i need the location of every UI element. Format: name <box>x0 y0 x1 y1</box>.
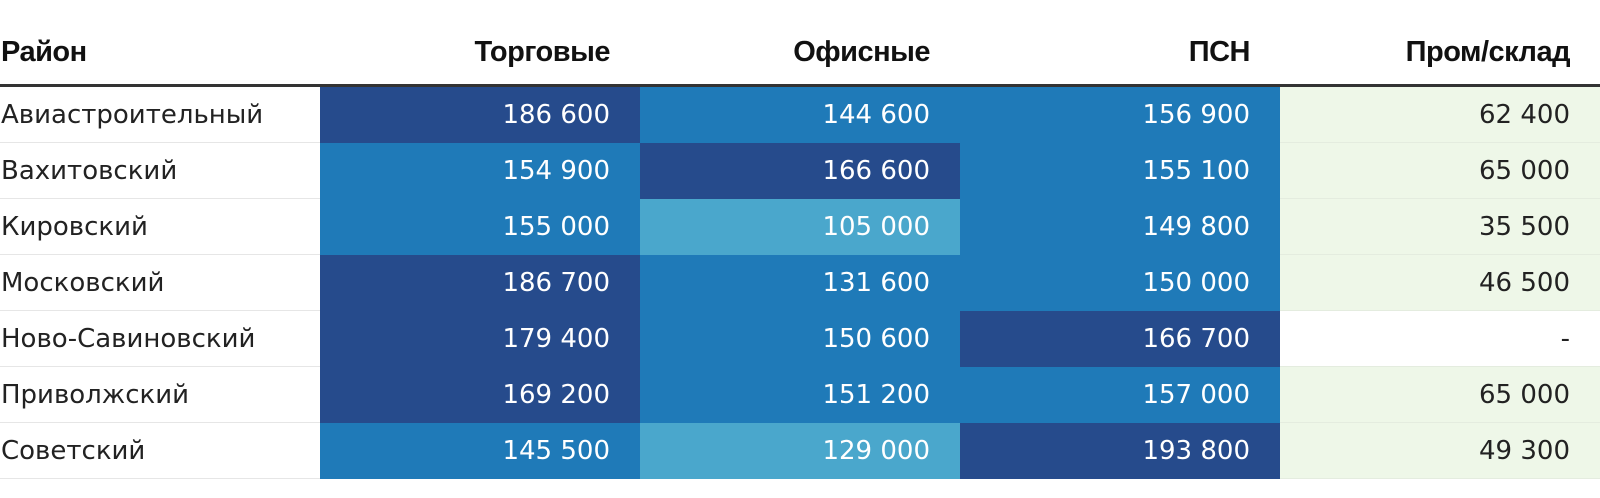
value-cell-industrial: 35 500 <box>1280 198 1600 255</box>
header-row: Район Торговые Офисные ПСН Пром/склад <box>0 20 1600 87</box>
district-name-cell: Ново-Савиновский <box>0 310 320 367</box>
table-row: Кировский 155 000 105 000 149 800 35 500 <box>0 198 1600 255</box>
value-cell-office: 166 600 <box>640 142 960 199</box>
value-cell-office: 105 000 <box>640 198 960 255</box>
value-cell-office: 151 200 <box>640 366 960 423</box>
value-cell-office: 131 600 <box>640 254 960 311</box>
value-cell-retail: 186 600 <box>320 85 640 143</box>
district-name-cell: Советский <box>0 422 320 479</box>
table-row: Московский 186 700 131 600 150 000 46 500 <box>0 254 1600 311</box>
value-cell-psn: 157 000 <box>960 366 1280 423</box>
value-cell-industrial: 62 400 <box>1280 85 1600 143</box>
table-row: Ново-Савиновский 179 400 150 600 166 700- <box>0 310 1600 367</box>
value-cell-retail: 155 000 <box>320 198 640 255</box>
district-name-cell: Авиастроительный <box>0 85 320 143</box>
value-cell-industrial: 49 300 <box>1280 422 1600 479</box>
value-cell-retail: 154 900 <box>320 142 640 199</box>
table-row: Советский 145 500 129 000 193 800 49 300 <box>0 422 1600 479</box>
table-body: Авиастроительный 186 600 144 600 156 900 62 … <box>0 85 1600 479</box>
value-cell-retail: 169 200 <box>320 366 640 423</box>
column-header-retail: Торговые <box>320 20 640 87</box>
value-cell-psn: 155 100 <box>960 142 1280 199</box>
district-name-cell: Вахитовский <box>0 142 320 199</box>
value-cell-psn: 149 800 <box>960 198 1280 255</box>
table-row: Авиастроительный 186 600 144 600 156 900 62 … <box>0 85 1600 143</box>
column-header-psn: ПСН <box>960 20 1280 87</box>
district-name-cell: Кировский <box>0 198 320 255</box>
column-header-industrial: Пром/склад <box>1280 20 1600 87</box>
value-cell-office: 129 000 <box>640 422 960 479</box>
value-cell-office: 150 600 <box>640 310 960 367</box>
value-cell-retail: 179 400 <box>320 310 640 367</box>
value-cell-psn: 156 900 <box>960 85 1280 143</box>
value-cell-industrial: 65 000 <box>1280 366 1600 423</box>
value-cell-industrial: 65 000 <box>1280 142 1600 199</box>
value-cell-psn: 150 000 <box>960 254 1280 311</box>
column-header-district: Район <box>0 20 320 87</box>
value-cell-psn: 166 700 <box>960 310 1280 367</box>
value-cell-retail: 186 700 <box>320 254 640 311</box>
value-cell-retail: 145 500 <box>320 422 640 479</box>
district-name-cell: Приволжский <box>0 366 320 423</box>
value-cell-industrial: - <box>1280 310 1600 367</box>
district-name-cell: Московский <box>0 254 320 311</box>
value-cell-psn: 193 800 <box>960 422 1280 479</box>
heatmap-table: Район Торговые Офисные ПСН Пром/склад Ав… <box>0 20 1600 479</box>
column-header-office: Офисные <box>640 20 960 87</box>
table-row: Вахитовский 154 900 166 600 155 100 65 000 <box>0 142 1600 199</box>
value-cell-office: 144 600 <box>640 85 960 143</box>
value-cell-industrial: 46 500 <box>1280 254 1600 311</box>
table-row: Приволжский 169 200 151 200 157 000 65 000 <box>0 366 1600 423</box>
